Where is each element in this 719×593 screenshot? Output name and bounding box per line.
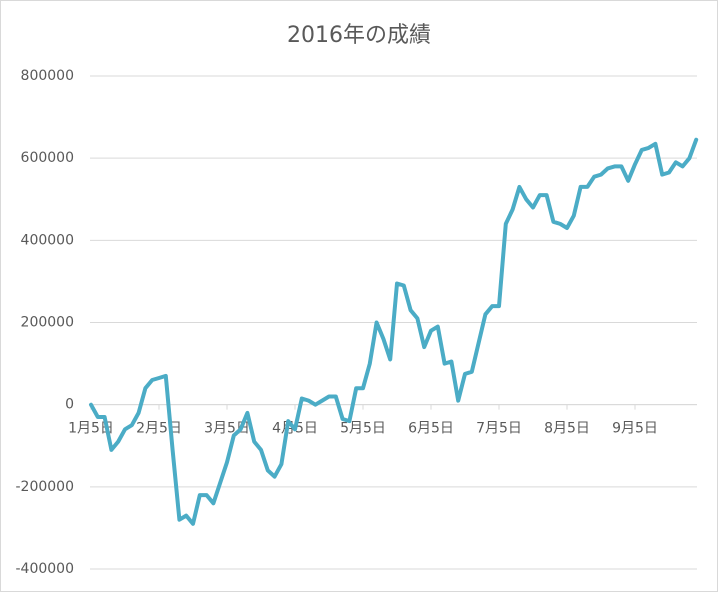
y-tick-label: 800000 (21, 68, 74, 84)
x-tick-label: 5月5日 (340, 421, 386, 437)
x-tick-label: 8月5日 (544, 421, 590, 437)
x-tick-label: 2月5日 (136, 421, 182, 437)
x-tick-label: 6月5日 (408, 421, 454, 437)
y-tick-label: -200000 (16, 479, 75, 495)
y-tick-label: 600000 (21, 150, 74, 166)
x-tick-label: 9月5日 (612, 421, 658, 437)
x-tick-label: 7月5日 (476, 421, 522, 437)
y-tick-label: 400000 (21, 232, 74, 248)
y-tick-label: 200000 (21, 315, 74, 331)
y-tick-label: -400000 (16, 561, 75, 577)
line-series (89, 137, 699, 526)
y-tick-label: 0 (65, 397, 74, 413)
chart-title: 2016年の成績 (287, 23, 431, 48)
x-tick-label: 1月5日 (68, 421, 114, 437)
